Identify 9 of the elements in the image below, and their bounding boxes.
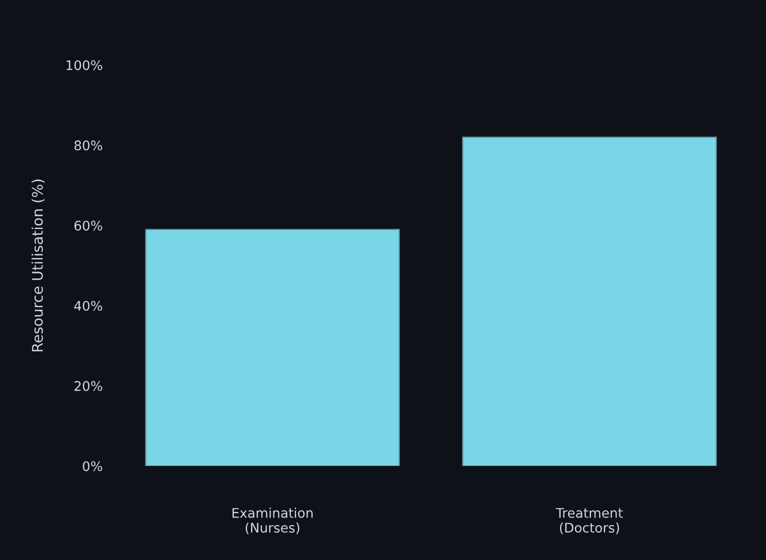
y-tick-label: 60%: [74, 220, 102, 231]
y-tick-label: 20%: [74, 381, 102, 391]
y-tick-label: 100%: [66, 60, 102, 70]
y-tick-label: 40%: [74, 300, 102, 311]
x-tick-label: Treatment (Doctors): [556, 508, 623, 534]
y-axis-title: Resource Utilisation (%): [32, 180, 45, 352]
y-tick-label: 80%: [74, 140, 102, 150]
y-tick-label: 0%: [82, 461, 102, 472]
x-tick-label: Examination (Nurses): [232, 508, 313, 534]
